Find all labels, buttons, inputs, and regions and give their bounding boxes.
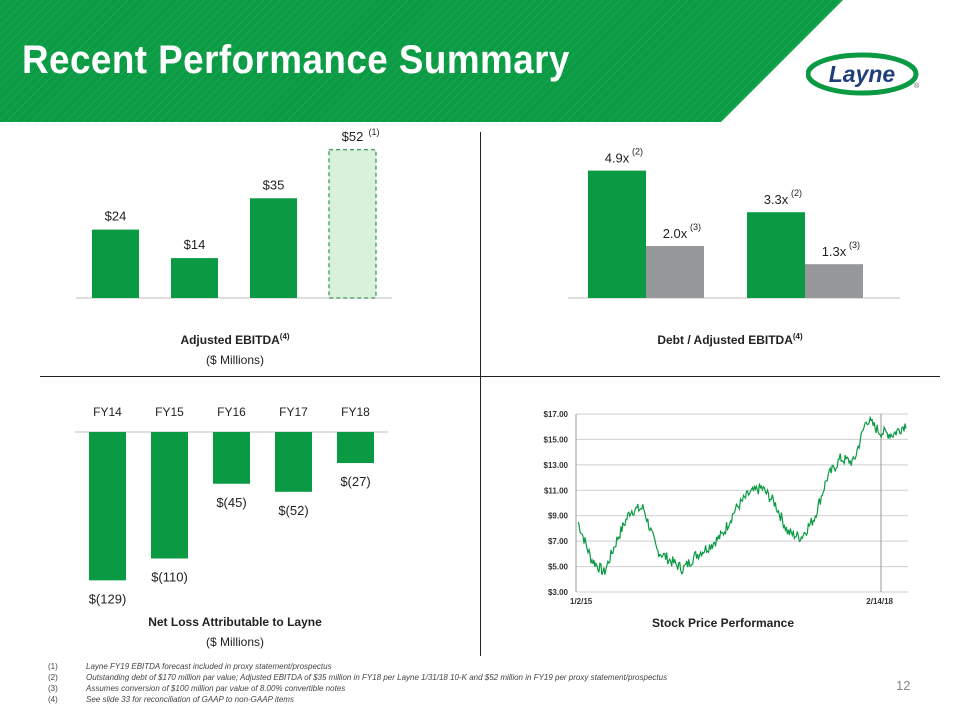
ebitda-fy19-sup: (1) xyxy=(369,127,380,137)
debt-bar-fy19-s2 xyxy=(805,264,863,298)
ebitda-value-fy17: $14 xyxy=(184,237,206,252)
debt-value-fy19-s2: 1.3x xyxy=(822,244,847,259)
debt-value-fy18-s2: 2.0x xyxy=(663,226,688,241)
adjusted-ebitda-chart: $24FY16$14FY17$35FY18$52(1)FY19 xyxy=(76,127,392,299)
adjusted-ebitda-caption-sup: (4) xyxy=(279,332,290,341)
loss-value-fy16: $(45) xyxy=(216,495,246,510)
debt-ebitda-caption-text: Debt / Adjusted EBITDA xyxy=(657,333,793,347)
loss-value-fy18: $(27) xyxy=(340,474,370,489)
debt-bar-fy18-s2 xyxy=(646,246,704,298)
footnote-3: (3) Assumes conversion of $100 million pa… xyxy=(48,683,868,694)
page-number: 12 xyxy=(896,678,911,693)
logo-text: Layne xyxy=(829,61,896,87)
footnote-3-num: (3) xyxy=(48,684,58,693)
loss-xlabel-fy15: FY15 xyxy=(155,405,184,419)
page-title: Recent Performance Summary xyxy=(22,38,570,82)
stock-ytick: $5.00 xyxy=(548,563,569,572)
vertical-divider xyxy=(480,132,481,656)
debt-ebitda-caption: Debt / Adjusted EBITDA(4) xyxy=(610,332,850,347)
loss-value-fy14: $(129) xyxy=(89,591,127,606)
footnote-4-text: See slide 33 for reconciliation of GAAP … xyxy=(86,695,294,704)
debt-bar-fy19-s1 xyxy=(747,212,805,298)
debt-sup-fy18-s2: (3) xyxy=(690,222,701,232)
stock-ytick: $13.00 xyxy=(544,461,569,470)
debt-ebitda-caption-sup: (4) xyxy=(792,332,803,341)
stock-ytick: $11.00 xyxy=(544,486,569,495)
loss-xlabel-fy14: FY14 xyxy=(93,405,122,419)
title-banner xyxy=(0,0,843,122)
stock-ytick: $7.00 xyxy=(548,537,569,546)
footnote-2: (2) Outstanding debt of $170 million par … xyxy=(48,672,868,683)
debt-value-fy19-s1: 3.3x xyxy=(764,192,789,207)
debt-sup-fy19-s1: (2) xyxy=(791,188,802,198)
debt-sup-fy19-s2: (3) xyxy=(849,240,860,250)
loss-bar-fy17 xyxy=(275,432,312,492)
footnote-1-text: Layne FY19 EBITDA forecast included in p… xyxy=(86,662,332,671)
loss-bar-fy18 xyxy=(337,432,374,464)
footnote-3-text: Assumes conversion of $100 million par v… xyxy=(86,684,346,693)
debt-ebitda-chart: 4.9x(2)2.0x(3)FY183.3x(2)1.3x(3)FY19 xyxy=(568,147,900,299)
debt-value-fy18-s1: 4.9x xyxy=(605,151,630,166)
loss-xlabel-fy16: FY16 xyxy=(217,405,246,419)
stock-price-line xyxy=(577,415,907,576)
stock-xlabel-start: 1/2/15 xyxy=(570,597,593,606)
ebitda-value-fy18: $35 xyxy=(263,177,285,192)
loss-bar-fy15 xyxy=(151,432,188,559)
stock-ytick: $17.00 xyxy=(544,410,569,419)
stock-caption: Stock Price Performance xyxy=(651,616,795,630)
ebitda-bar-fy19 xyxy=(328,149,377,299)
net-loss-units: ($ Millions) xyxy=(205,635,264,649)
loss-bar-fy16 xyxy=(213,432,250,484)
stock-ytick: $15.00 xyxy=(544,435,569,444)
footnotes: (1) Layne FY19 EBITDA forecast included i… xyxy=(48,661,868,705)
stock-ytick: $9.00 xyxy=(548,512,569,521)
debt-sup-fy18-s1: (2) xyxy=(632,147,643,157)
stock-xlabel-end: 2/14/18 xyxy=(866,597,893,606)
footnote-2-text: Outstanding debt of $170 million par val… xyxy=(86,673,668,682)
loss-value-fy17: $(52) xyxy=(278,503,308,518)
footnote-2-num: (2) xyxy=(48,673,58,682)
adjusted-ebitda-caption-text: Adjusted EBITDA xyxy=(180,333,280,347)
net-loss-chart: $(129) FY14 $(110) FY15 $(45) FY16 $(52) FY17 $(… xyxy=(75,405,388,606)
loss-xlabel-fy17: FY17 xyxy=(279,405,308,419)
adjusted-ebitda-caption: Adjusted EBITDA(4) xyxy=(135,332,335,347)
ebitda-bar-fy17 xyxy=(171,258,218,298)
footnote-4-num: (4) xyxy=(48,695,58,704)
horizontal-divider xyxy=(40,376,940,377)
loss-bar-fy14 xyxy=(89,432,126,581)
loss-xlabel-fy18: FY18 xyxy=(341,405,370,419)
footnote-1: (1) Layne FY19 EBITDA forecast included i… xyxy=(48,661,868,672)
adjusted-ebitda-units: ($ Millions) xyxy=(205,353,264,367)
net-loss-caption: Net Loss Attributable to Layne xyxy=(148,615,322,629)
ebitda-value-fy16: $24 xyxy=(105,209,127,224)
ebitda-value-fy19: $52 xyxy=(342,129,364,144)
stock-price-chart: $17.00 $15.00 $13.00 $11.00 $9.00 $7.00 $5.00 $… xyxy=(544,410,908,606)
layne-logo: Layne ® xyxy=(806,52,920,96)
ebitda-bar-fy18 xyxy=(250,198,297,298)
loss-value-fy15: $(110) xyxy=(151,570,188,585)
logo-registered: ® xyxy=(914,82,920,90)
debt-bar-fy18-s1 xyxy=(588,170,646,298)
footnote-1-num: (1) xyxy=(48,662,58,671)
footnote-4: (4) See slide 33 for reconciliation of GA… xyxy=(48,694,868,705)
ebitda-bar-fy16 xyxy=(92,229,139,298)
stock-ytick: $3.00 xyxy=(548,588,569,597)
